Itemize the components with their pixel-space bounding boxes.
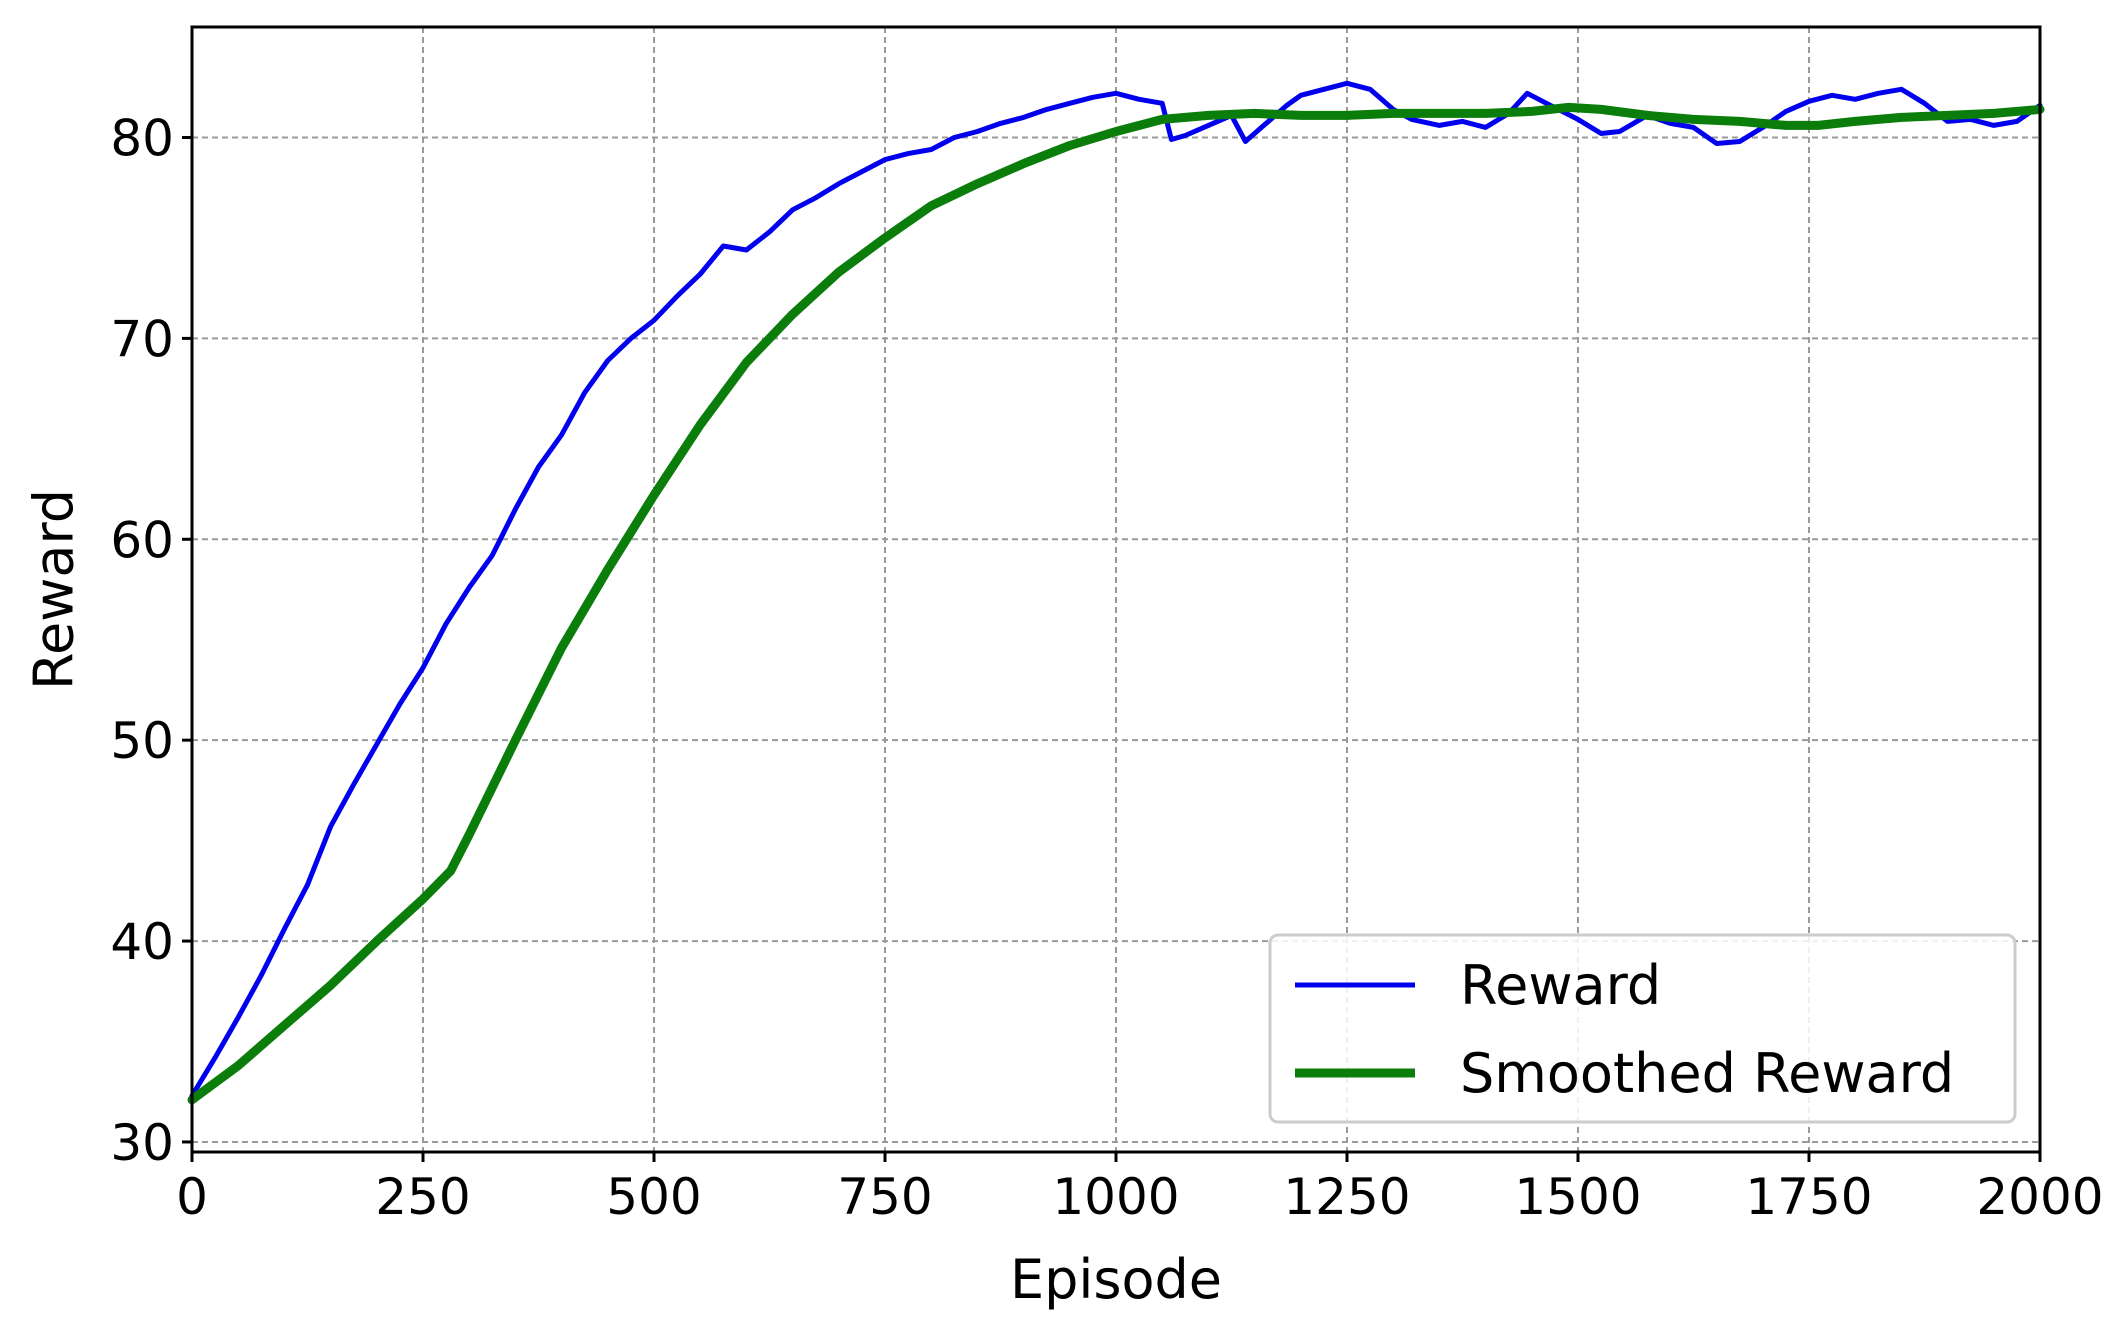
x-tick-label: 1250 xyxy=(1283,1168,1410,1226)
x-tick-label: 250 xyxy=(375,1168,470,1226)
x-tick-label: 2000 xyxy=(1976,1168,2103,1226)
x-tick-label: 500 xyxy=(606,1168,701,1226)
y-tick-label: 60 xyxy=(110,511,174,569)
grid xyxy=(192,27,2040,1152)
legend-box xyxy=(1268,933,2017,1124)
x-tick-label: 1000 xyxy=(1052,1168,1179,1226)
x-tick-label: 750 xyxy=(837,1168,932,1226)
y-tick-label: 50 xyxy=(110,712,174,770)
series-line-smoothed-reward xyxy=(187,102,2045,1105)
x-axis-label: Episode xyxy=(1010,1248,1222,1311)
legend-label-smoothed-reward: Smoothed Reward xyxy=(1460,1042,1954,1105)
y-tick-label: 70 xyxy=(110,310,174,368)
y-axis-label: Reward xyxy=(23,489,86,690)
legend-label-reward: Reward xyxy=(1460,954,1661,1017)
x-tick-label: 0 xyxy=(176,1168,208,1226)
x-tick-label: 1500 xyxy=(1514,1168,1641,1226)
y-tick-label: 40 xyxy=(110,913,174,971)
series-layer xyxy=(187,80,2045,1105)
y-tick-label: 30 xyxy=(110,1114,174,1172)
legend: Reward Smoothed Reward xyxy=(1268,933,2017,1124)
axis-ticks: 0 250 500 750 1000 1250 1500 1750 2000 30 40 50 60 70… xyxy=(110,109,2103,1226)
x-tick-label: 1750 xyxy=(1745,1168,1872,1226)
series-line-reward xyxy=(189,80,2043,1099)
y-tick-label: 80 xyxy=(110,109,174,167)
